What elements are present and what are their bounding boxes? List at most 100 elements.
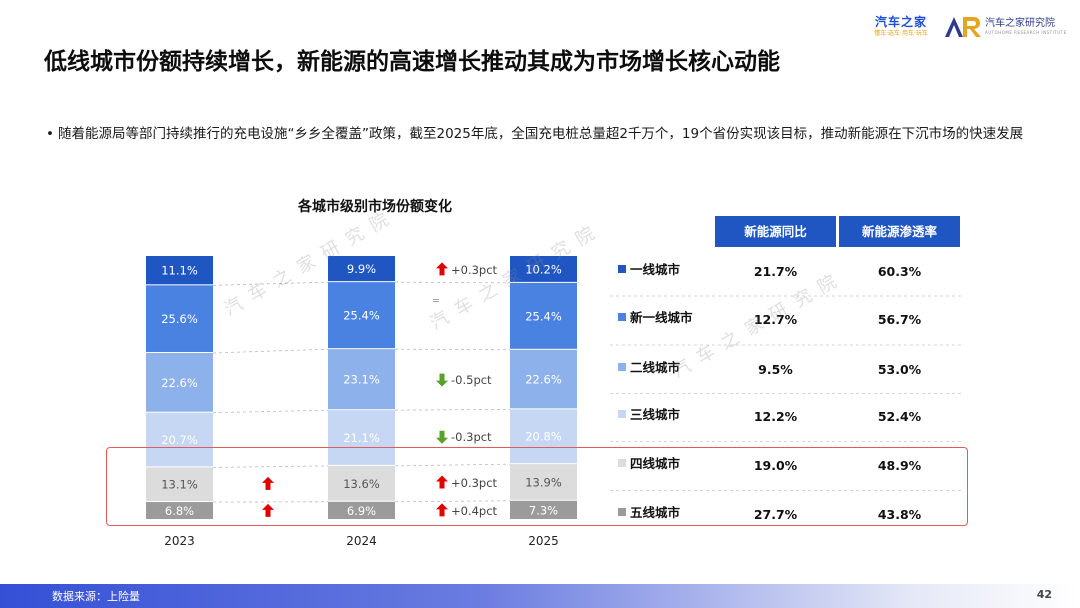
low-tier-highlight-box <box>106 447 968 526</box>
connector-line <box>394 463 511 467</box>
data-source: 数据来源：上险量 <box>52 590 140 603</box>
legend-label: 五线城市 <box>630 505 681 520</box>
up-arrow-icon <box>436 475 448 489</box>
legend-swatch <box>618 313 626 321</box>
connector-line <box>394 281 511 284</box>
table-cell-penetration: 48.9% <box>878 458 922 473</box>
page-number: 42 <box>1036 588 1052 601</box>
change-annotation: +0.4pct <box>451 504 498 518</box>
bar-segment <box>510 282 577 349</box>
legend-swatch <box>618 265 626 273</box>
legend-label: 三线城市 <box>630 407 681 422</box>
institute-logo-tagline: AUTOHOME RESEARCH INSTITUTE <box>985 30 1067 35</box>
legend-swatch <box>618 508 626 516</box>
legend-label: 新一线城市 <box>630 310 693 325</box>
bar-segment <box>328 410 395 465</box>
bullet-text: 随着能源局等部门持续推行的充电设施“乡乡全覆盖”政策，截至2025年底，全国充电… <box>58 126 1024 142</box>
up-arrow-icon <box>436 503 448 517</box>
connector-line <box>212 348 329 354</box>
bar-value-label: 20.8% <box>525 430 562 444</box>
table-cell-yoy: 21.7% <box>754 264 798 279</box>
table-header-penetration: 新能源渗透率 <box>862 224 938 239</box>
bar-value-label: 9.9% <box>347 262 376 276</box>
legend-label: 二线城市 <box>630 360 681 375</box>
bullet-marker: • <box>46 126 54 142</box>
chart-title: 各城市级别市场份额变化 <box>297 198 452 215</box>
bar-segment <box>328 349 395 410</box>
bar-segment <box>510 500 577 519</box>
autohome-logo-text: 汽车之家 <box>874 15 927 29</box>
bar-segment <box>510 349 577 409</box>
bar-value-label: 6.9% <box>347 504 376 518</box>
legend-label: 四线城市 <box>630 456 681 471</box>
change-annotation: -0.3pct <box>451 430 492 444</box>
connector-line <box>394 500 511 503</box>
bar-segment <box>146 502 213 519</box>
legend-swatch <box>618 459 626 467</box>
table-header-cell <box>715 216 836 247</box>
change-annotation: -0.5pct <box>451 373 492 387</box>
table-cell-penetration: 52.4% <box>878 409 922 424</box>
bullet-point: • 随着能源局等部门持续推行的充电设施“乡乡全覆盖”政策，截至2025年底，全国… <box>46 124 1038 144</box>
table-cell-yoy: 9.5% <box>758 362 793 377</box>
bar-segment <box>146 285 213 352</box>
legend-label: 一线城市 <box>630 262 681 277</box>
bar-segment <box>510 464 577 500</box>
connector-line <box>394 348 511 351</box>
bar-segment <box>510 256 577 282</box>
bar-segment <box>328 501 395 519</box>
table-cell-penetration: 56.7% <box>878 312 922 327</box>
x-tick-label: 2024 <box>346 534 377 548</box>
table-header-yoy: 新能源同比 <box>744 224 807 239</box>
connector-line <box>212 281 329 286</box>
up-arrow-icon <box>262 503 274 517</box>
bar-segment <box>146 256 213 285</box>
connector-line <box>394 408 511 411</box>
bar-value-label: 25.6% <box>161 312 198 326</box>
bar-value-label: 23.1% <box>343 373 380 387</box>
legend-swatch <box>618 410 626 418</box>
table-cell-yoy: 12.7% <box>754 312 798 327</box>
bar-value-label: 13.6% <box>343 477 380 491</box>
bar-value-label: 20.7% <box>161 433 198 447</box>
x-tick-label: 2025 <box>528 534 559 548</box>
table-cell-penetration: 43.8% <box>878 507 922 522</box>
connector-line <box>212 409 329 414</box>
x-tick-label: 2023 <box>164 534 195 548</box>
table-cell-penetration: 60.3% <box>878 264 922 279</box>
bar-segment <box>146 352 213 412</box>
bar-segment <box>328 256 395 282</box>
change-annotation: +0.3pct <box>451 263 498 277</box>
page-title: 低线城市份额持续增长，新能源的高速增长推动其成为市场增长核心动能 <box>44 49 780 75</box>
bar-value-label: 11.1% <box>161 264 198 278</box>
bar-segment <box>328 282 395 349</box>
table-cell-yoy: 27.7% <box>754 507 798 522</box>
bar-value-label: 21.1% <box>343 431 380 445</box>
change-annotation: = <box>432 295 440 306</box>
autohome-logo-tagline: 懂车·选车·用车·玩车 <box>874 30 928 37</box>
up-arrow-icon <box>262 476 274 490</box>
bar-segment <box>328 465 395 501</box>
bar-segment <box>510 409 577 464</box>
change-annotation: +0.3pct <box>451 476 498 490</box>
bar-value-label: 22.6% <box>525 373 562 387</box>
bar-value-label: 13.1% <box>161 478 198 492</box>
bar-value-label: 10.2% <box>525 262 562 276</box>
bar-segment <box>146 467 213 502</box>
table-cell-yoy: 12.2% <box>754 409 798 424</box>
legend-swatch <box>618 363 626 371</box>
footer-bar <box>0 584 1080 608</box>
bar-value-label: 25.4% <box>343 309 380 323</box>
bar-value-label: 13.9% <box>525 475 562 489</box>
table-header-cell <box>839 216 960 247</box>
autohome-logo: 汽车之家 懂车·选车·用车·玩车 <box>872 15 930 41</box>
bar-segment <box>146 412 213 467</box>
down-arrow-icon <box>436 373 448 387</box>
down-arrow-icon <box>436 430 448 444</box>
table-cell-yoy: 19.0% <box>754 458 798 473</box>
bar-value-label: 22.6% <box>161 376 198 390</box>
institute-logo-text: 汽车之家研究院 <box>985 18 1055 29</box>
institute-logo: 汽车之家研究院 AUTOHOME RESEARCH INSTITUTE <box>943 14 1071 40</box>
up-arrow-icon <box>436 262 448 276</box>
table-cell-penetration: 53.0% <box>878 362 922 377</box>
